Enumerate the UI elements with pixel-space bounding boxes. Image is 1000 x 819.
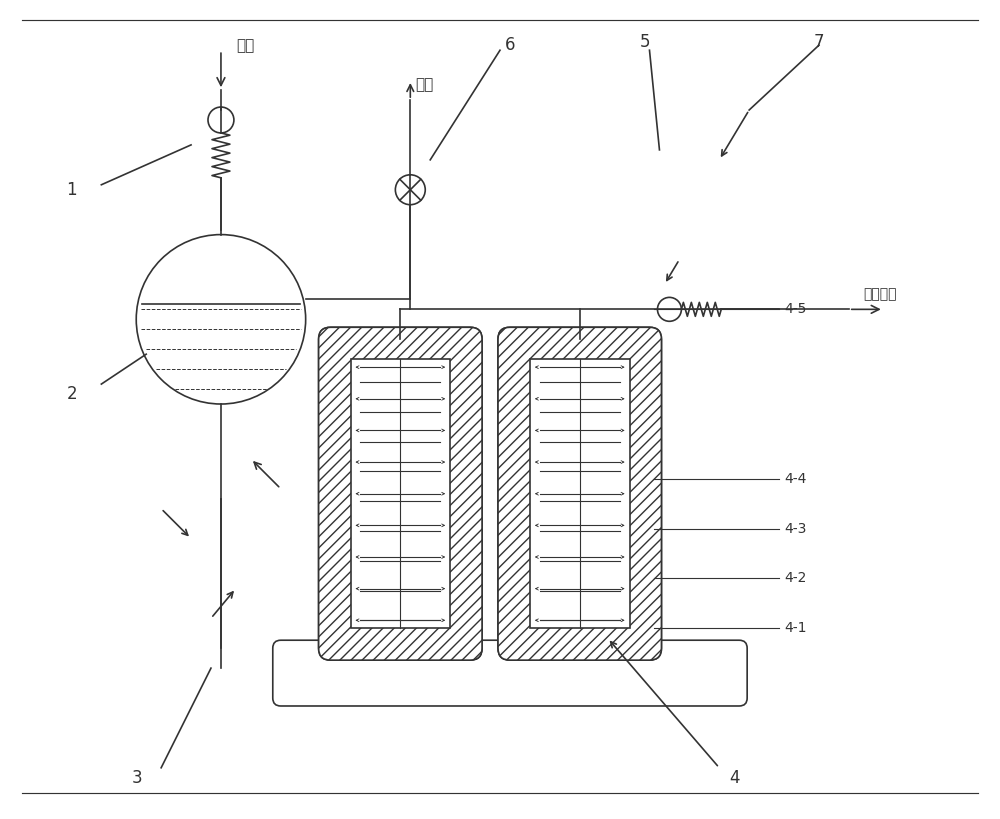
Text: 3: 3 [131, 769, 142, 787]
Text: 4-2: 4-2 [784, 572, 806, 586]
Text: 5: 5 [640, 34, 650, 52]
Bar [530, 360, 630, 628]
Text: 7: 7 [814, 34, 824, 52]
Text: 高压氮气: 高压氮气 [864, 287, 897, 301]
Text: 1: 1 [66, 181, 77, 199]
FancyBboxPatch shape [319, 328, 482, 660]
Text: 4-1: 4-1 [784, 622, 807, 636]
Text: 2: 2 [66, 385, 77, 403]
FancyBboxPatch shape [498, 328, 661, 660]
Text: 液氮: 液氮 [236, 38, 254, 52]
Text: 4: 4 [729, 769, 740, 787]
Text: 4-3: 4-3 [784, 522, 806, 536]
Bar [351, 360, 450, 628]
Text: 6: 6 [505, 36, 515, 54]
Text: 4-5: 4-5 [784, 302, 806, 316]
Text: 排气: 排气 [415, 78, 434, 93]
Text: 4-4: 4-4 [784, 472, 806, 486]
